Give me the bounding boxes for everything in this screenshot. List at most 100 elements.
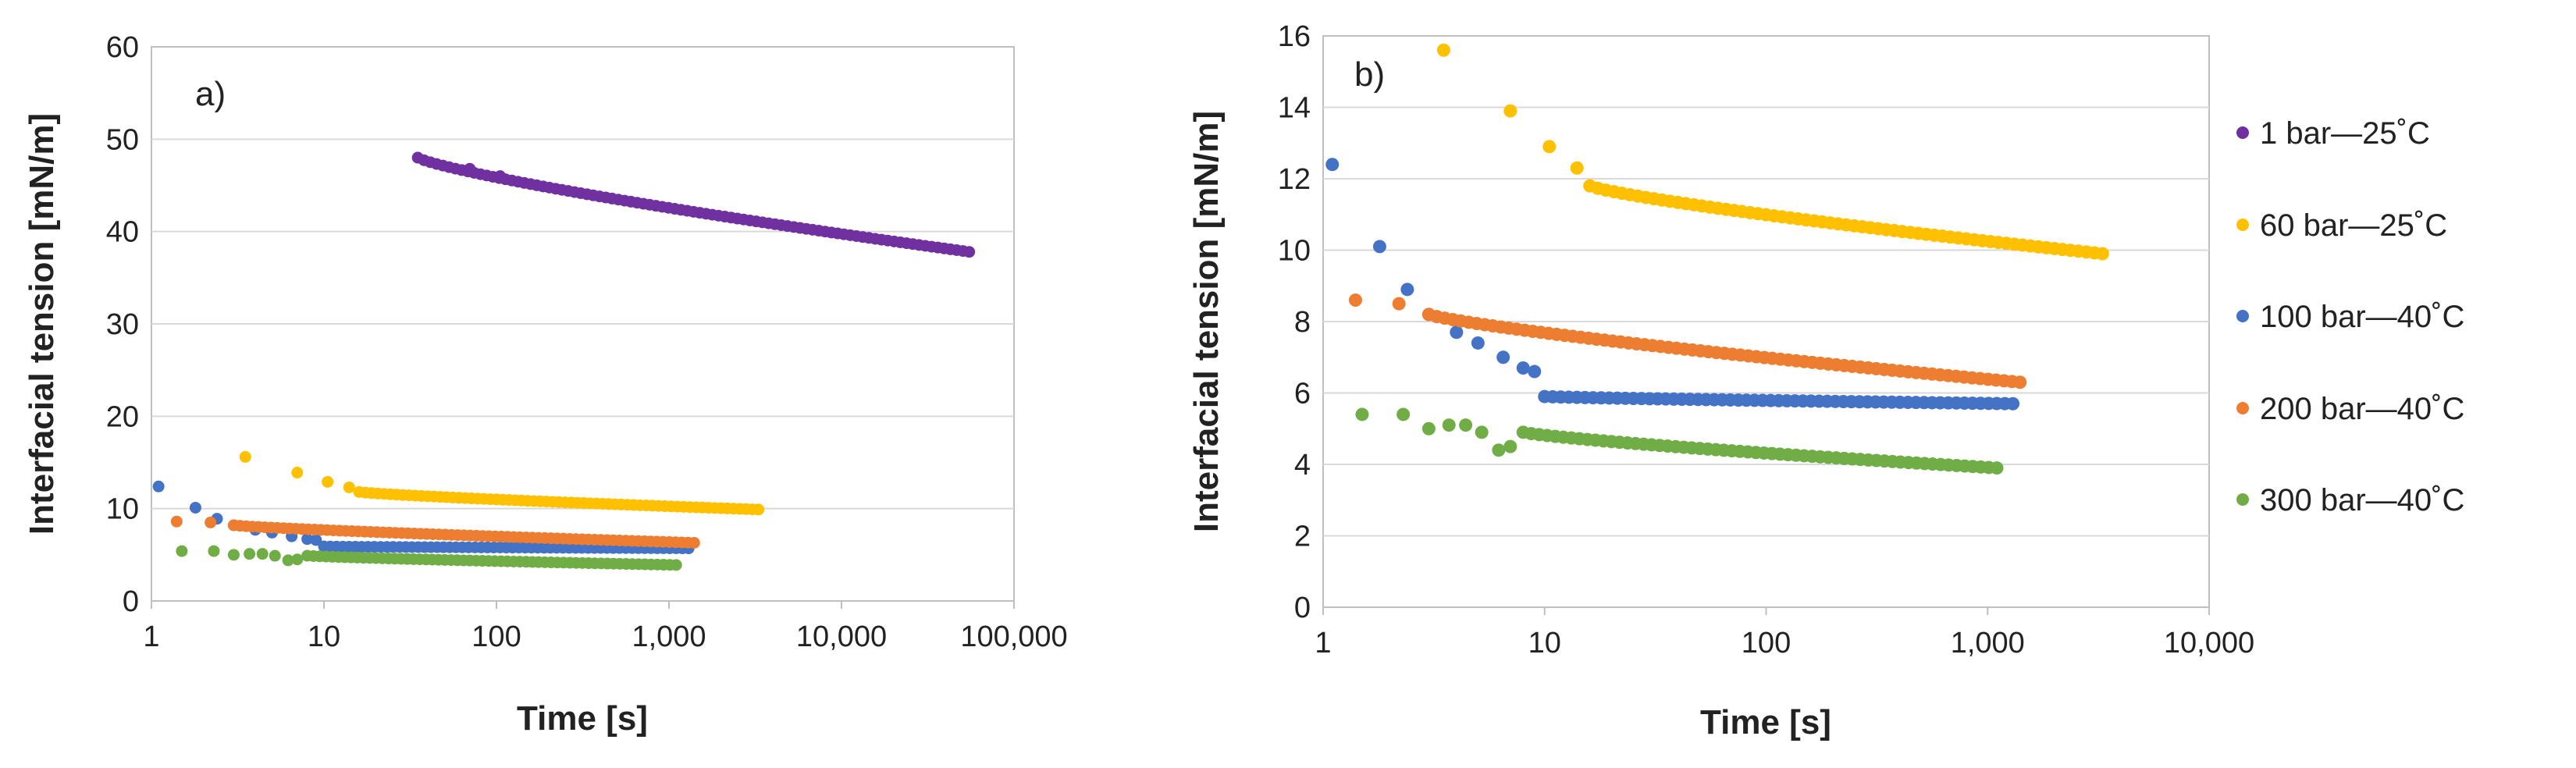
data-point [1570, 161, 1584, 175]
x-axis-title-a: Time [s] [517, 699, 648, 738]
series-1-bar-25-c [411, 151, 976, 258]
y-tick-labels-a: 0 10 20 30 40 50 60 [106, 31, 139, 618]
data-point [1542, 140, 1557, 154]
data-point [1421, 421, 1436, 436]
data-point [1516, 361, 1530, 375]
legend: 1 bar—25˚C 60 bar—25˚C 100 bar—40˚C 200 … [2236, 116, 2464, 517]
legend-item: 60 bar—25˚C [2236, 208, 2447, 243]
data-point [1355, 407, 1369, 421]
data-point [1471, 336, 1485, 350]
data-point [1492, 443, 1506, 457]
data-point [291, 467, 304, 479]
gridlines-b [1323, 106, 2209, 537]
legend-label-100bar: 100 bar—40˚C [2260, 300, 2464, 334]
data-point [208, 545, 220, 557]
legend-item: 1 bar—25˚C [2236, 116, 2430, 151]
legend-label-1bar: 1 bar—25˚C [2260, 116, 2430, 151]
data-point [310, 534, 322, 546]
x-tick-label: 100 [471, 620, 521, 653]
series-60-bar-25-c [1436, 43, 2109, 261]
data-point [1496, 350, 1510, 364]
y-tick-label: 20 [106, 400, 139, 433]
data-point [1436, 43, 1450, 57]
x-tick-label: 10 [1528, 627, 1561, 660]
y-tick-label: 14 [1278, 92, 1311, 125]
x-axis-title-b: Time [s] [1700, 703, 1831, 741]
data-point [239, 450, 251, 463]
y-tick-label: 10 [106, 493, 139, 526]
series-200-bar-40-c [170, 515, 700, 549]
y-tick-label: 10 [1278, 235, 1311, 268]
data-point [753, 503, 765, 516]
legend-item: 100 bar—40˚C [2236, 300, 2464, 334]
series-200-bar-40-c [1348, 293, 2027, 389]
x-tick-label: 10,000 [2164, 627, 2254, 660]
data-point [152, 480, 165, 492]
data-point [1528, 364, 1542, 379]
data-point [291, 553, 304, 566]
data-points-b [1325, 43, 2109, 475]
data-point [1503, 439, 1517, 453]
panel-label-b: b) [1354, 55, 1385, 94]
data-point [189, 501, 201, 514]
series-300-bar-40-c [176, 545, 682, 571]
data-point [227, 549, 240, 561]
data-point [2013, 375, 2027, 389]
data-point [1400, 283, 1414, 297]
y-tick-label: 16 [1278, 20, 1311, 53]
data-point [1392, 297, 1406, 311]
panel-label-a: a) [195, 75, 226, 113]
data-point [205, 516, 217, 528]
data-point [688, 536, 700, 549]
y-tick-label: 0 [1294, 592, 1311, 624]
y-tick-label: 4 [1294, 449, 1311, 482]
data-point [1348, 293, 1362, 308]
x-tick-label: 100 [1742, 627, 1791, 660]
data-point [963, 246, 976, 258]
data-point [1397, 407, 1411, 421]
x-tick-label: 100,000 [960, 620, 1067, 653]
data-point [322, 475, 334, 488]
data-point [1990, 461, 2004, 475]
y-tick-label: 2 [1294, 521, 1311, 553]
x-tick-label: 10 [308, 620, 340, 653]
x-tick-label: 10,000 [796, 620, 887, 653]
legend-marker-300bar [2236, 493, 2249, 506]
data-point [1503, 104, 1517, 118]
x-tick-label: 1 [143, 620, 159, 653]
y-tick-label: 40 [106, 216, 139, 249]
data-point [301, 533, 314, 546]
legend-marker-60bar [2236, 219, 2249, 231]
panel-a-background [0, 0, 1085, 768]
data-point [244, 548, 256, 560]
data-point [170, 515, 183, 528]
data-point [670, 559, 682, 571]
legend-item: 200 bar—40˚C [2236, 392, 2464, 426]
y-tick-label: 60 [106, 31, 139, 64]
legend-marker-200bar [2236, 402, 2249, 414]
y-axis-title-a: Interfacial tension [mN/m] [23, 113, 61, 535]
data-point [1442, 418, 1456, 432]
chart-panel-b: 1 10 100 1,000 10,000 0 2 4 6 8 10 12 14 16 b) Time … [1187, 20, 2254, 741]
data-point [176, 545, 188, 557]
data-point [343, 481, 355, 493]
series-60-bar-25-c [239, 450, 765, 516]
y-axis-title-b: Interfacial tension [mN/m] [1187, 111, 1226, 532]
data-point [2006, 396, 2020, 411]
legend-item: 300 bar—40˚C [2236, 483, 2464, 517]
data-point [282, 554, 294, 567]
y-tick-label: 30 [106, 308, 139, 341]
chart-panel-a: 1 10 100 1,000 10,000 100,000 0 10 20 30 40 50 60 a… [0, 0, 1085, 768]
gridlines-a [151, 138, 1014, 510]
y-tick-labels-b: 0 2 4 6 8 10 12 14 16 [1278, 20, 1311, 624]
data-point [1372, 240, 1386, 254]
x-tick-label: 1,000 [1951, 627, 2025, 660]
y-tick-label: 12 [1278, 163, 1311, 196]
data-point [1459, 418, 1473, 432]
x-tick-labels-a: 1 10 100 1,000 10,000 100,000 [143, 601, 1068, 653]
legend-label-300bar: 300 bar—40˚C [2260, 483, 2464, 517]
x-tick-labels-b: 1 10 100 1,000 10,000 [1315, 607, 2254, 660]
legend-marker-1bar [2236, 126, 2249, 139]
data-point [1475, 425, 1489, 439]
